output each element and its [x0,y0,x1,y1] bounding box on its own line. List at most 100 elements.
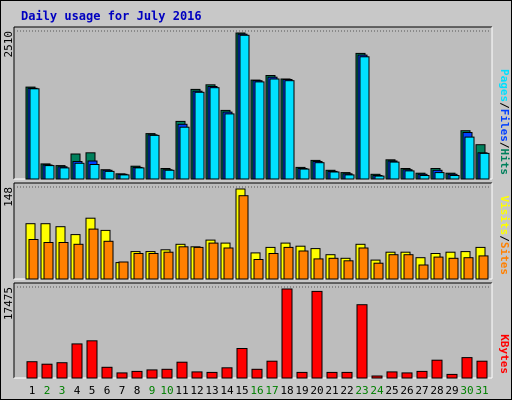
bar-pages-day-15 [239,34,250,180]
bar-sites-day-24 [373,262,384,280]
x-tick-label-day-27: 27 [415,384,428,397]
bar-pages-day-14 [224,113,235,180]
bar-kbytes-day-19 [296,371,308,379]
x-tick-label-day-22: 22 [340,384,353,397]
bar-kbytes-day-21 [326,371,338,379]
x-tick-label-day-18: 18 [280,384,293,397]
x-tick-label-day-30: 30 [460,384,473,397]
x-tick-label-day-19: 19 [295,384,308,397]
x-tick-label-day-2: 2 [44,384,51,397]
bar-pages-day-5 [89,164,100,180]
legend-entry-kbytes: KBytes [498,334,511,374]
x-tick-label-day-29: 29 [445,384,458,397]
bar-kbytes-day-27 [416,370,428,379]
bar-kbytes-day-22 [341,371,353,379]
bar-sites-day-31 [478,255,489,280]
x-tick-label-day-4: 4 [74,384,81,397]
x-tick-label-day-13: 13 [205,384,218,397]
bar-sites-day-30 [463,257,474,280]
legend-visits-sites: Visits/Sites [498,196,511,276]
bar-pages-day-18 [284,80,295,180]
x-axis-labels: 1 2 3 4 5 6 7 8 9 10 11 12 13 14 15 16 17 18 19 20 21 22 23 24 2… [29,384,489,397]
bar-kbytes-day-1 [26,361,38,379]
bar-kbytes-day-24 [371,375,383,379]
x-tick-label-day-14: 14 [220,384,234,397]
x-tick-label-day-23: 23 [355,384,368,397]
y-max-label: 2510 [2,31,15,58]
bar-kbytes-day-12 [191,371,203,379]
bar-pages-day-7 [119,174,130,180]
bar-kbytes-day-17 [266,360,278,379]
bar-sites-day-14 [223,247,234,280]
bar-pages-day-30 [464,136,475,180]
bar-sites-day-2 [43,242,54,280]
panel-kbytes: 17475 KBytes [2,282,511,379]
bar-pages-day-21 [329,171,340,180]
bar-pages-day-29 [449,175,460,180]
x-tick-label-day-25: 25 [385,384,398,397]
bar-kbytes-day-23 [356,304,368,379]
bar-kbytes-day-5 [86,340,98,379]
bar-pages-day-2 [44,165,55,180]
bar-pages-day-23 [359,56,370,180]
bar-kbytes-day-2 [41,363,53,379]
x-tick-label-day-9: 9 [149,384,156,397]
bar-sites-day-1 [28,239,39,280]
bar-sites-day-21 [328,257,339,280]
plot-area [14,283,492,378]
bar-sites-day-3 [58,242,69,280]
bar-sites-day-10 [163,251,174,280]
bar-kbytes-day-28 [431,359,443,379]
bar-pages-day-16 [254,81,265,180]
bar-sites-day-9 [148,253,159,280]
x-tick-label-day-16: 16 [250,384,263,397]
bar-sites-day-26 [403,254,414,280]
bar-pages-day-10 [164,169,175,180]
bar-pages-day-17 [269,78,280,180]
x-tick-label-day-7: 7 [119,384,126,397]
bar-kbytes-day-26 [401,372,413,379]
legend-pages-files-hits: Pages/Files/Hits [498,69,511,175]
bar-kbytes-day-8 [131,370,143,379]
bar-sites-day-22 [343,260,354,280]
bar-sites-day-12 [193,246,204,280]
bar-pages-day-13 [209,87,220,180]
bar-sites-day-25 [388,254,399,280]
bar-sites-day-4 [73,243,84,280]
x-tick-label-day-10: 10 [160,384,173,397]
bar-pages-day-28 [434,172,445,180]
bar-kbytes-day-20 [311,290,323,379]
bar-pages-day-31 [479,152,490,180]
x-tick-label-day-21: 21 [325,384,338,397]
legend-entry-pages: Pages [498,69,511,102]
bar-kbytes-day-4 [71,343,83,379]
bar-kbytes-day-29 [446,373,458,379]
bar-pages-day-12 [194,91,205,180]
bar-pages-day-27 [419,175,430,180]
bar-kbytes-day-25 [386,371,398,379]
bar-kbytes-day-31 [476,360,488,379]
legend-entry-sites: Sites [498,242,511,275]
bar-pages-day-3 [59,167,70,180]
y-max-label: 17475 [2,287,15,320]
bar-pages-day-6 [104,170,115,180]
bar-sites-day-19 [298,250,309,280]
bar-kbytes-day-30 [461,357,473,379]
bar-sites-day-27 [418,264,429,280]
bar-sites-day-28 [433,256,444,280]
x-tick-label-day-6: 6 [104,384,111,397]
bar-kbytes-day-16 [251,368,263,379]
bar-kbytes-day-7 [116,372,128,379]
bar-sites-day-5 [88,228,99,280]
bar-sites-day-16 [253,259,264,280]
bar-kbytes-day-3 [56,362,68,379]
bar-kbytes-day-11 [176,361,188,379]
bar-sites-day-20 [313,258,324,280]
x-tick-label-day-28: 28 [430,384,443,397]
bar-kbytes-day-15 [236,348,248,379]
bar-sites-day-13 [208,242,219,280]
x-tick-label-day-5: 5 [89,384,96,397]
bar-sites-day-18 [283,246,294,280]
